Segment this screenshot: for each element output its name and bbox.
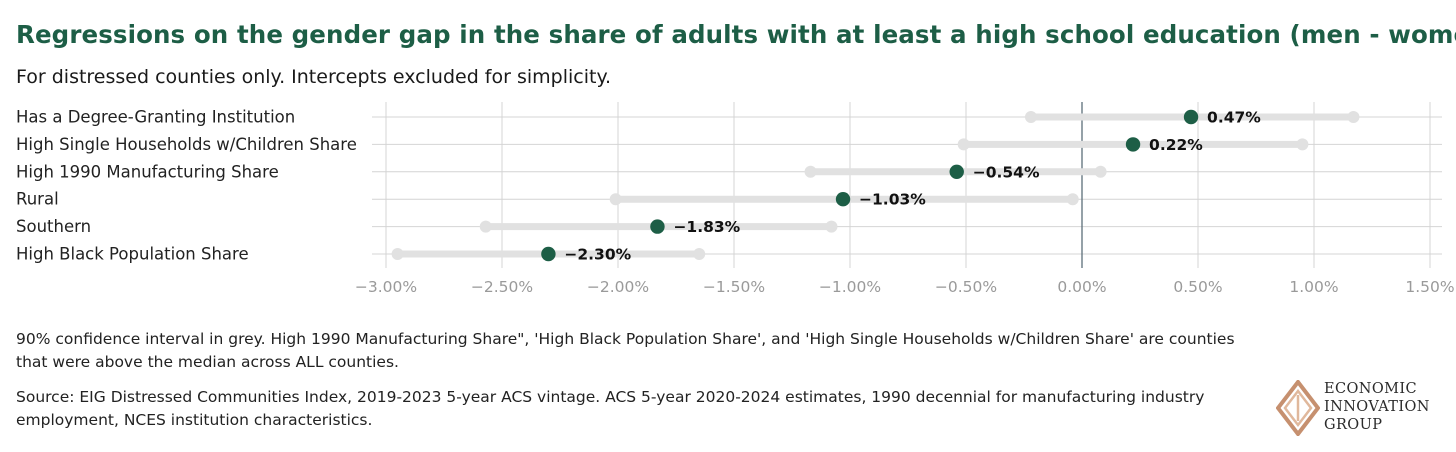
ci-lower-cap bbox=[609, 193, 622, 206]
coefficient-point bbox=[541, 246, 556, 262]
ci-upper-cap bbox=[1066, 193, 1079, 206]
row-labels: Has a Degree-Granting Institution High Si… bbox=[16, 108, 357, 264]
dot-interval-chart: Has a Degree-Granting Institution High Si… bbox=[16, 102, 1455, 296]
row-label: High 1990 Manufacturing Share bbox=[16, 162, 279, 181]
ci-lower-cap bbox=[479, 220, 492, 233]
coefficient-point bbox=[835, 192, 851, 207]
value-label: −1.83% bbox=[673, 218, 740, 236]
row-label: Southern bbox=[16, 217, 91, 236]
ci-lower-cap bbox=[1024, 111, 1037, 123]
logo-text-line1: ECONOMIC bbox=[1324, 381, 1418, 397]
grid-layer bbox=[372, 102, 1442, 268]
ci-upper-cap bbox=[1347, 111, 1360, 123]
chart-title: Regressions on the gender gap in the sha… bbox=[16, 20, 1456, 49]
x-tick-label: 1.50% bbox=[1405, 278, 1454, 296]
coefficient-point bbox=[1183, 109, 1199, 125]
x-axis-ticks: −3.00% −2.50% −2.00% −1.50% −1.00% −0.50% 0.00… bbox=[355, 278, 1455, 296]
x-tick-label: −1.50% bbox=[703, 278, 765, 296]
logo-text-line2: INNOVATION bbox=[1324, 399, 1430, 415]
x-tick-label: −3.00% bbox=[355, 278, 417, 296]
ci-upper-cap bbox=[825, 220, 838, 233]
eig-logo: ECONOMIC INNOVATION GROUP bbox=[1275, 378, 1446, 440]
coefficient-point bbox=[1125, 137, 1141, 152]
x-tick-label: 1.00% bbox=[1289, 278, 1338, 296]
row-label: High Black Population Share bbox=[16, 245, 249, 264]
ci-lower-cap bbox=[804, 165, 817, 178]
value-label: 0.47% bbox=[1207, 109, 1261, 127]
row-label: High Single Households w/Children Share bbox=[16, 135, 357, 154]
coefficient-point bbox=[949, 164, 964, 179]
value-label: −2.30% bbox=[564, 246, 631, 264]
eig-diamond-icon bbox=[1275, 378, 1321, 438]
value-label: −1.03% bbox=[859, 191, 926, 209]
ci-upper-cap bbox=[1094, 165, 1107, 178]
chart-subtitle: For distressed counties only. Intercepts… bbox=[16, 66, 612, 88]
logo-text-line3: GROUP bbox=[1324, 417, 1383, 433]
confidence-intervals bbox=[391, 111, 1360, 260]
x-tick-label: −2.50% bbox=[471, 278, 533, 296]
footnote: 90% confidence interval in grey. High 19… bbox=[16, 330, 1235, 371]
value-label: −0.54% bbox=[973, 163, 1040, 181]
x-tick-label: 0.00% bbox=[1057, 278, 1106, 296]
x-tick-label: −1.00% bbox=[819, 278, 881, 296]
x-tick-label: −0.50% bbox=[935, 278, 997, 296]
x-tick-label: −2.00% bbox=[587, 278, 649, 296]
ci-upper-cap bbox=[693, 248, 706, 260]
ci-lower-cap bbox=[957, 138, 970, 151]
value-label: 0.22% bbox=[1149, 136, 1203, 154]
coefficient-point bbox=[650, 219, 665, 234]
source-note: Source: EIG Distressed Communities Index… bbox=[16, 388, 1205, 429]
row-label: Rural bbox=[16, 190, 59, 209]
row-label: Has a Degree-Granting Institution bbox=[16, 108, 295, 127]
x-tick-label: 0.50% bbox=[1173, 278, 1222, 296]
coefficient-points: 0.47%0.22% −0.54% −1.03% −1.83% −2.30% bbox=[541, 109, 1261, 264]
ci-lower-cap bbox=[391, 248, 404, 260]
ci-upper-cap bbox=[1296, 138, 1309, 151]
